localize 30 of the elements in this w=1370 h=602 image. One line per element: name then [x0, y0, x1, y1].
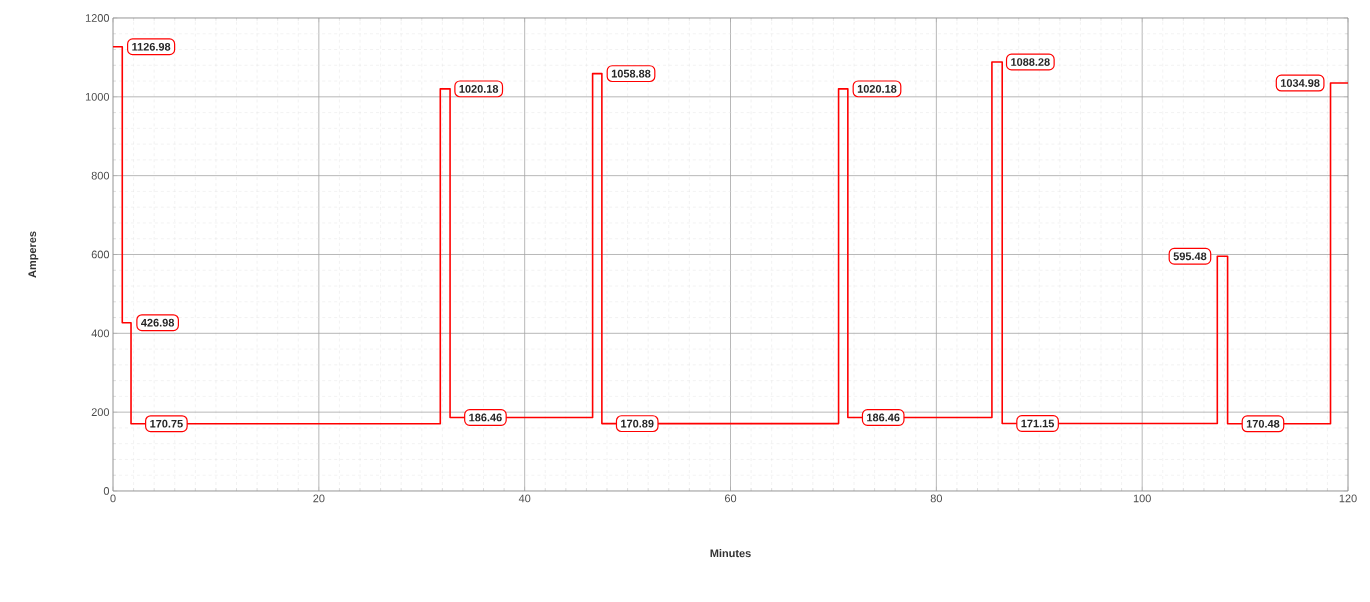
data-label: 595.48: [1173, 252, 1207, 261]
x-tick-label: 60: [724, 494, 737, 503]
x-tick-label: 20: [313, 494, 325, 503]
data-label: 426.98: [141, 318, 175, 327]
data-label: 170.89: [621, 419, 654, 428]
data-label: 170.48: [1246, 419, 1280, 428]
y-tick-label: 600: [91, 250, 110, 259]
x-tick-label: 100: [1133, 494, 1151, 503]
data-label: 1126.98: [132, 42, 171, 51]
x-tick-label: 120: [1339, 494, 1357, 503]
y-tick-label: 0: [103, 487, 110, 495]
x-tick-label: 0: [110, 494, 116, 503]
y-tick-label: 200: [91, 408, 110, 417]
data-label: 1088.28: [1011, 58, 1050, 66]
data-label: 186.46: [469, 413, 502, 422]
data-label: 1020.18: [857, 85, 897, 93]
y-axis-title: Amperes: [28, 231, 39, 278]
y-tick-label: 1200: [85, 14, 110, 22]
data-label: 170.75: [150, 419, 183, 428]
x-axis-title: Minutes: [710, 549, 751, 558]
data-label: 1058.88: [611, 69, 651, 78]
data-label: 1020.18: [459, 85, 499, 93]
data-label: 171.15: [1021, 419, 1055, 428]
y-tick-label: 1000: [85, 92, 110, 101]
y-tick-label: 800: [91, 171, 110, 180]
data-label: 1034.98: [1280, 79, 1320, 87]
data-label: 186.46: [867, 413, 900, 422]
x-tick-label: 80: [930, 494, 942, 503]
x-tick-label: 40: [518, 494, 531, 503]
y-tick-label: 400: [91, 329, 110, 338]
